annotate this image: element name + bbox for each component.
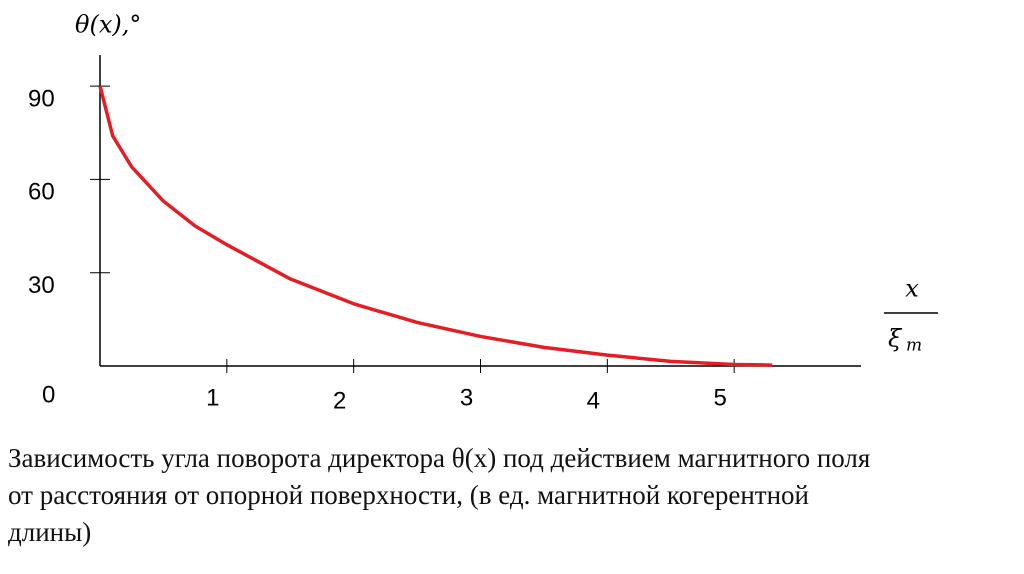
y-tick-label: 0	[42, 381, 55, 408]
x-tick-label: 3	[460, 384, 473, 411]
x-axis-label-denominator: ξ	[888, 325, 903, 353]
x-axis-label-numerator: x	[905, 275, 919, 303]
x-axis-label-subscript: m	[906, 336, 922, 356]
x-tick-label: 2	[333, 387, 346, 414]
caption: Зависимость угла поворота директора θ(x)…	[8, 443, 871, 547]
y-tick-label: 30	[28, 272, 55, 299]
y-tick-label: 60	[28, 179, 55, 206]
x-tick-label: 5	[713, 384, 726, 411]
y-tick-label: 90	[28, 85, 55, 112]
chart: θ(x),° x ξ m 0 30 60 90 1 2 3 4 5	[28, 11, 938, 414]
x-tick-label: 1	[206, 384, 219, 411]
data-line	[98, 85, 773, 367]
x-tick-label: 4	[587, 387, 600, 414]
y-axis-label: θ(x),°	[75, 11, 141, 39]
